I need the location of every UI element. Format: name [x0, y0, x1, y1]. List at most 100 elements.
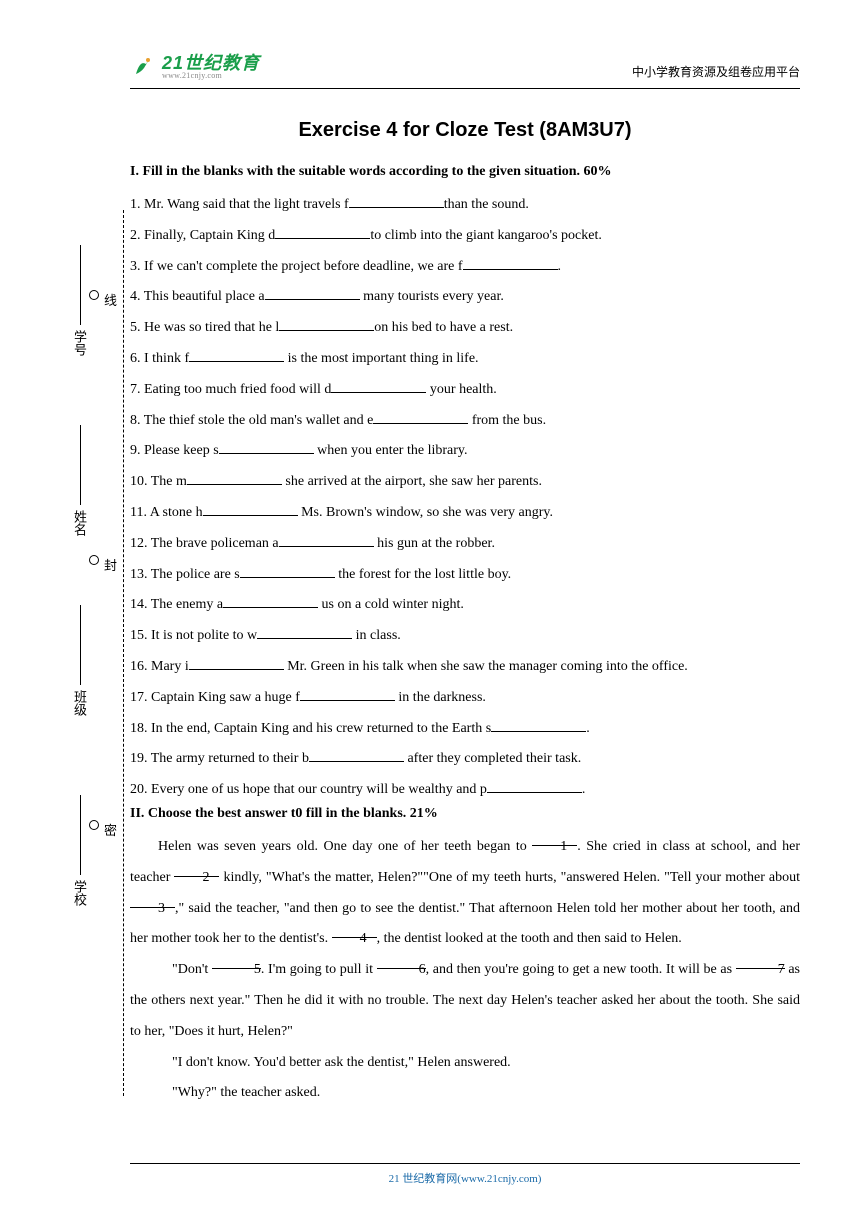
- question-row: 20. Every one of us hope that our countr…: [130, 775, 800, 806]
- fill-blank[interactable]: [240, 564, 335, 578]
- question-post: on his bed to have a rest.: [374, 320, 513, 335]
- question-pre: 5. He was so tired that he l: [130, 320, 279, 335]
- question-pre: 8. The thief stole the old man's wallet …: [130, 413, 373, 428]
- logo: 21世纪教育 www.21cnjy.com: [130, 54, 260, 80]
- question-pre: 14. The enemy a: [130, 597, 223, 612]
- fill-blank[interactable]: [309, 748, 404, 762]
- question-post: from the bus.: [468, 413, 546, 428]
- question-row: 6. I think f is the most important thing…: [130, 344, 800, 375]
- question-pre: 10. The m: [130, 474, 187, 489]
- question-pre: 4. This beautiful place a: [130, 289, 265, 304]
- question-pre: 16. Mary i: [130, 659, 189, 674]
- cloze-blank[interactable]: 6: [377, 955, 426, 969]
- question-pre: 13. The police are s: [130, 567, 240, 582]
- passage-para: Helen was seven years old. One day one o…: [130, 832, 800, 955]
- passage-text: Helen was seven years old. One day one o…: [158, 839, 532, 854]
- header-right-text: 中小学教育资源及组卷应用平台: [632, 63, 800, 80]
- question-post: his gun at the robber.: [374, 536, 495, 551]
- question-row: 18. In the end, Captain King and his cre…: [130, 714, 800, 745]
- fill-blank[interactable]: [257, 625, 352, 639]
- question-row: 16. Mary i Mr. Green in his talk when sh…: [130, 652, 800, 683]
- footer-text: 21 世纪教育网(www.21cnjy.com): [389, 1173, 542, 1185]
- question-post: .: [586, 721, 590, 736]
- question-row: 4. This beautiful place a many tourists …: [130, 282, 800, 313]
- question-row: 3. If we can't complete the project befo…: [130, 252, 800, 283]
- question-row: 14. The enemy a us on a cold winter nigh…: [130, 590, 800, 621]
- question-row: 5. He was so tired that he l on his bed t…: [130, 313, 800, 344]
- question-pre: 1. Mr. Wang said that the light travels …: [130, 197, 349, 212]
- logo-icon: [130, 54, 156, 80]
- section2-head: II. Choose the best answer t0 fill in th…: [130, 806, 800, 822]
- fill-blank[interactable]: [187, 471, 282, 485]
- logo-url: www.21cnjy.com: [162, 72, 260, 80]
- question-post: when you enter the library.: [314, 443, 468, 458]
- question-pre: 3. If we can't complete the project befo…: [130, 259, 463, 274]
- cloze-blank[interactable]: 2: [174, 863, 219, 877]
- passage-text: . I'm going to pull it: [261, 962, 377, 977]
- logo-text: 21世纪教育: [162, 54, 260, 72]
- fill-blank[interactable]: [300, 687, 395, 701]
- question-pre: 2. Finally, Captain King d: [130, 228, 275, 243]
- passage-para: "I don't know. You'd better ask the dent…: [130, 1048, 800, 1079]
- fill-blank[interactable]: [349, 194, 444, 208]
- question-post: Ms. Brown's window, so she was very angr…: [298, 505, 553, 520]
- question-post: .: [582, 782, 586, 797]
- fill-blank[interactable]: [279, 317, 374, 331]
- question-pre: 20. Every one of us hope that our countr…: [130, 782, 487, 797]
- question-post: in the darkness.: [395, 690, 486, 705]
- question-post: than the sound.: [444, 197, 529, 212]
- fill-blank[interactable]: [331, 379, 426, 393]
- question-row: 11. A stone h Ms. Brown's window, so she…: [130, 498, 800, 529]
- cloze-blank[interactable]: 7: [736, 955, 785, 969]
- question-post: your health.: [426, 382, 496, 397]
- question-row: 10. The m she arrived at the airport, sh…: [130, 467, 800, 498]
- question-post: after they completed their task.: [404, 751, 581, 766]
- fill-blank[interactable]: [265, 286, 360, 300]
- passage-text: , and then you're going to get a new too…: [426, 962, 736, 977]
- fill-blank[interactable]: [275, 225, 370, 239]
- passage-text: kindly, "What's the matter, Helen?""One …: [219, 870, 800, 885]
- question-pre: 12. The brave policeman a: [130, 536, 279, 551]
- fill-blank[interactable]: [203, 502, 298, 516]
- fill-blank[interactable]: [219, 440, 314, 454]
- question-post: to climb into the giant kangaroo's pocke…: [370, 228, 602, 243]
- question-pre: 6. I think f: [130, 351, 189, 366]
- passage-text: , the dentist looked at the tooth and th…: [377, 931, 682, 946]
- question-post: us on a cold winter night.: [318, 597, 464, 612]
- cloze-blank[interactable]: 3: [130, 894, 175, 908]
- fill-blank[interactable]: [373, 410, 468, 424]
- question-pre: 7. Eating too much fried food will d: [130, 382, 331, 397]
- fill-blank[interactable]: [279, 533, 374, 547]
- question-row: 19. The army returned to their b after t…: [130, 744, 800, 775]
- question-row: 1. Mr. Wang said that the light travels …: [130, 190, 800, 221]
- fill-blank[interactable]: [189, 656, 284, 670]
- section2-passage: Helen was seven years old. One day one o…: [130, 832, 800, 1109]
- passage-para: "Don't 5. I'm going to pull it 6, and th…: [130, 955, 800, 1047]
- passage-text: "Don't: [172, 962, 212, 977]
- question-row: 15. It is not polite to w in class.: [130, 621, 800, 652]
- question-row: 7. Eating too much fried food will d you…: [130, 375, 800, 406]
- fill-blank[interactable]: [223, 594, 318, 608]
- section1-list: 1. Mr. Wang said that the light travels …: [130, 190, 800, 806]
- fill-blank[interactable]: [487, 779, 582, 793]
- question-post: many tourists every year.: [360, 289, 504, 304]
- question-post: is the most important thing in life.: [284, 351, 478, 366]
- fill-blank[interactable]: [463, 256, 558, 270]
- fill-blank[interactable]: [491, 718, 586, 732]
- question-pre: 11. A stone h: [130, 505, 203, 520]
- fill-blank[interactable]: [189, 348, 284, 362]
- footer: 21 世纪教育网(www.21cnjy.com): [130, 1163, 800, 1186]
- question-row: 2. Finally, Captain King d to climb into …: [130, 221, 800, 252]
- passage-para: "Why?" the teacher asked.: [130, 1078, 800, 1109]
- cloze-blank[interactable]: 1: [532, 832, 577, 846]
- cloze-blank[interactable]: 4: [332, 924, 377, 938]
- question-post: she arrived at the airport, she saw her …: [282, 474, 542, 489]
- question-row: 13. The police are s the forest for the …: [130, 560, 800, 591]
- question-pre: 9. Please keep s: [130, 443, 219, 458]
- question-pre: 15. It is not polite to w: [130, 628, 257, 643]
- question-pre: 17. Captain King saw a huge f: [130, 690, 300, 705]
- question-post: Mr. Green in his talk when she saw the m…: [284, 659, 688, 674]
- question-pre: 18. In the end, Captain King and his cre…: [130, 721, 491, 736]
- cloze-blank[interactable]: 5: [212, 955, 261, 969]
- question-post: .: [558, 259, 562, 274]
